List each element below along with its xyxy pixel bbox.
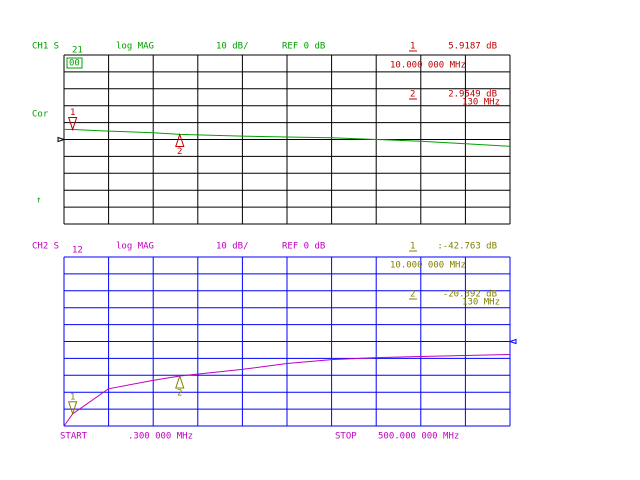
parameter: 21 xyxy=(72,46,83,56)
format: log MAG xyxy=(116,42,154,52)
status: Cor xyxy=(32,110,49,120)
scale: 10 dB/ xyxy=(216,42,249,52)
marker-frequency: 10.000 000 MHz xyxy=(390,61,466,71)
marker-number: 2 xyxy=(410,290,415,300)
marker-value: 2.9549 dB xyxy=(448,90,497,100)
scale: 10 dB/ xyxy=(216,242,249,252)
parameter: 12 xyxy=(72,246,83,256)
marker-value: 5.9187 dB xyxy=(448,42,497,52)
marker-value: -20.392 dB xyxy=(443,290,497,300)
marker-number: 2 xyxy=(410,90,415,100)
marker-tag: 2 xyxy=(177,147,182,157)
marker-value: :-42.763 dB xyxy=(437,242,497,252)
ref-marker xyxy=(57,136,66,143)
arrow: ↑ xyxy=(36,196,41,206)
channel-label: CH1 S xyxy=(32,42,59,52)
format: log MAG xyxy=(116,242,154,252)
start-label: START xyxy=(60,432,88,442)
reference: REF 0 dB xyxy=(282,242,325,252)
ref-marker xyxy=(508,338,517,345)
marker-triangle xyxy=(67,116,78,132)
marker-frequency: 130 MHz xyxy=(462,98,500,108)
marker-triangle xyxy=(67,401,78,416)
marker-tag: 1 xyxy=(70,392,75,402)
marker-number: 1 xyxy=(410,42,415,52)
marker-triangle xyxy=(175,132,185,148)
marker-tag: 1 xyxy=(70,108,75,118)
stop-label: STOP xyxy=(335,432,357,442)
channel-label: CH2 S xyxy=(32,242,59,252)
reference: REF 0 dB xyxy=(282,42,325,52)
marker-triangle xyxy=(175,374,185,389)
badge: 00 xyxy=(69,59,80,69)
trace xyxy=(63,128,511,147)
marker-frequency: 130 MHz xyxy=(462,298,500,308)
start-value: .300 000 MHz xyxy=(128,432,193,442)
stop-value: 500.000 000 MHz xyxy=(378,432,459,442)
marker-tag: 2 xyxy=(177,388,182,398)
badge-box xyxy=(66,57,83,69)
marker-number: 1 xyxy=(410,242,415,252)
trace xyxy=(63,354,511,427)
marker-frequency: 10.000 000 MHz xyxy=(390,261,466,271)
